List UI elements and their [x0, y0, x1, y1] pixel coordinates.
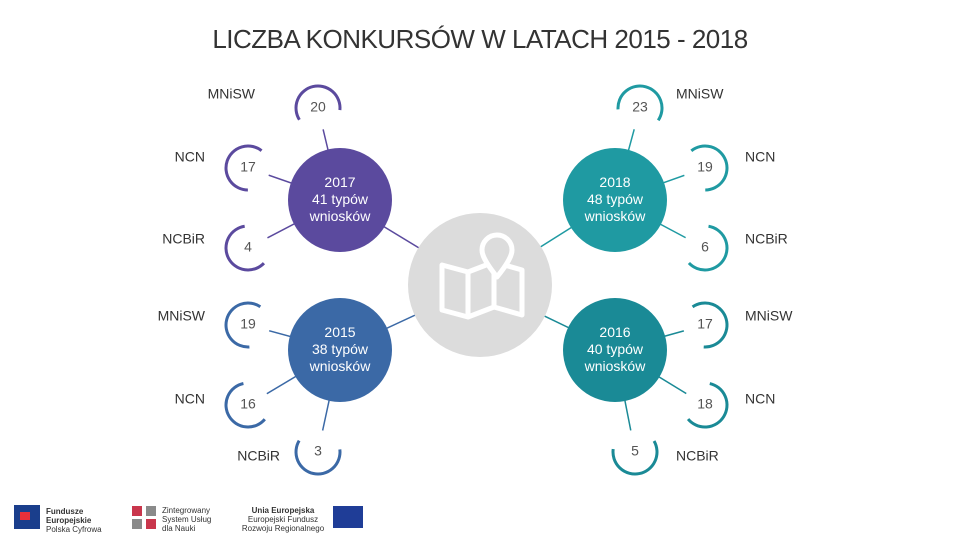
- ring-arc: [691, 301, 729, 349]
- ring-bg: [683, 383, 727, 427]
- ring-arc: [294, 439, 342, 476]
- year-circle: [563, 298, 667, 402]
- logo-text: Zintegrowany System Usług dla Nauki: [162, 506, 212, 533]
- year-year: 2015: [324, 324, 356, 340]
- logo-title: Unia Europejska: [251, 506, 315, 515]
- year-total: 38 typów wniosków: [309, 341, 371, 374]
- item-value: 16: [240, 396, 256, 412]
- item-label: NCBiR: [745, 231, 788, 247]
- ring-bg: [613, 430, 657, 474]
- logo-subtitle: Europejski Fundusz Rozwoju Regionalnego: [241, 515, 325, 533]
- year-year: 2018: [599, 174, 631, 190]
- item-value: 19: [240, 316, 256, 332]
- year-year: 2016: [599, 324, 631, 340]
- logo-text: Unia Europejska Europejski Fundusz Rozwoj…: [238, 506, 328, 533]
- year-total: 48 typów wniosków: [584, 191, 646, 224]
- item-value: 17: [697, 316, 713, 332]
- ring-bg: [296, 86, 340, 130]
- item-value: 20: [310, 99, 326, 115]
- item-value: 17: [240, 159, 256, 175]
- year-year: 2017: [324, 174, 356, 190]
- year-text: 2017 41 typów wniosków: [292, 174, 388, 225]
- ring-bg: [226, 303, 270, 347]
- item-value: 19: [697, 159, 713, 175]
- year-total: 40 typów wniosków: [584, 341, 646, 374]
- ring-bg: [683, 146, 727, 190]
- ring-bg: [296, 430, 340, 474]
- item-value: 6: [701, 239, 709, 255]
- year-circle: [288, 298, 392, 402]
- item-value: 4: [244, 239, 252, 255]
- item-label: MNiSW: [676, 86, 724, 102]
- logo-text: Fundusze Europejskie Polska Cyfrowa: [46, 507, 116, 534]
- logo-shapes: [14, 505, 363, 529]
- item-label: NCN: [175, 391, 205, 407]
- ring-bg: [683, 226, 727, 270]
- item-label: NCN: [745, 149, 775, 165]
- item-label: NCBiR: [676, 448, 719, 464]
- ring-arc: [616, 84, 664, 122]
- ring-bg: [226, 383, 270, 427]
- ring-arc: [224, 382, 266, 429]
- item-label: MNiSW: [208, 86, 256, 102]
- item-label: MNiSW: [158, 308, 206, 324]
- title: LICZBA KONKURSÓW W LATACH 2015 - 2018: [212, 24, 748, 54]
- item-label: MNiSW: [745, 308, 793, 324]
- ring-arc: [294, 84, 342, 121]
- logo-title: Fundusze Europejskie: [46, 507, 92, 525]
- ring-arc: [686, 382, 729, 429]
- ring-bg: [683, 303, 727, 347]
- item-label: NCBiR: [237, 448, 280, 464]
- map-icon: [439, 232, 525, 320]
- ring-arc: [224, 301, 262, 349]
- year-circle: [563, 148, 667, 252]
- year-text: 2015 38 typów wniosków: [292, 324, 388, 375]
- ring-arc: [690, 144, 729, 192]
- item-value: 18: [697, 396, 713, 412]
- nodes: 20 MNiSW 17 NCN 4 NCBiR 23 MNiSW 19 NCN 6 NCBiR 19 MN…: [158, 84, 793, 476]
- item-value: 23: [632, 99, 648, 115]
- year-total: 41 typów wniosków: [309, 191, 371, 224]
- item-label: NCN: [175, 149, 205, 165]
- item-label: NCBiR: [162, 231, 205, 247]
- center-circle: [408, 213, 552, 357]
- ring-arc: [687, 224, 729, 272]
- ring-bg: [618, 86, 662, 130]
- logo-subtitle: Polska Cyfrowa: [46, 525, 102, 534]
- item-value: 3: [314, 443, 322, 459]
- ring-bg: [226, 226, 270, 270]
- year-circle: [288, 148, 392, 252]
- year-text: 2018 48 typów wniosków: [567, 174, 663, 225]
- year-text: 2016 40 typów wniosków: [567, 324, 663, 375]
- ring-arc: [224, 144, 263, 192]
- item-label: NCN: [745, 391, 775, 407]
- item-value: 5: [631, 443, 639, 459]
- ring-arc: [611, 440, 659, 476]
- ring-bg: [226, 146, 270, 190]
- ring-arc: [224, 224, 266, 272]
